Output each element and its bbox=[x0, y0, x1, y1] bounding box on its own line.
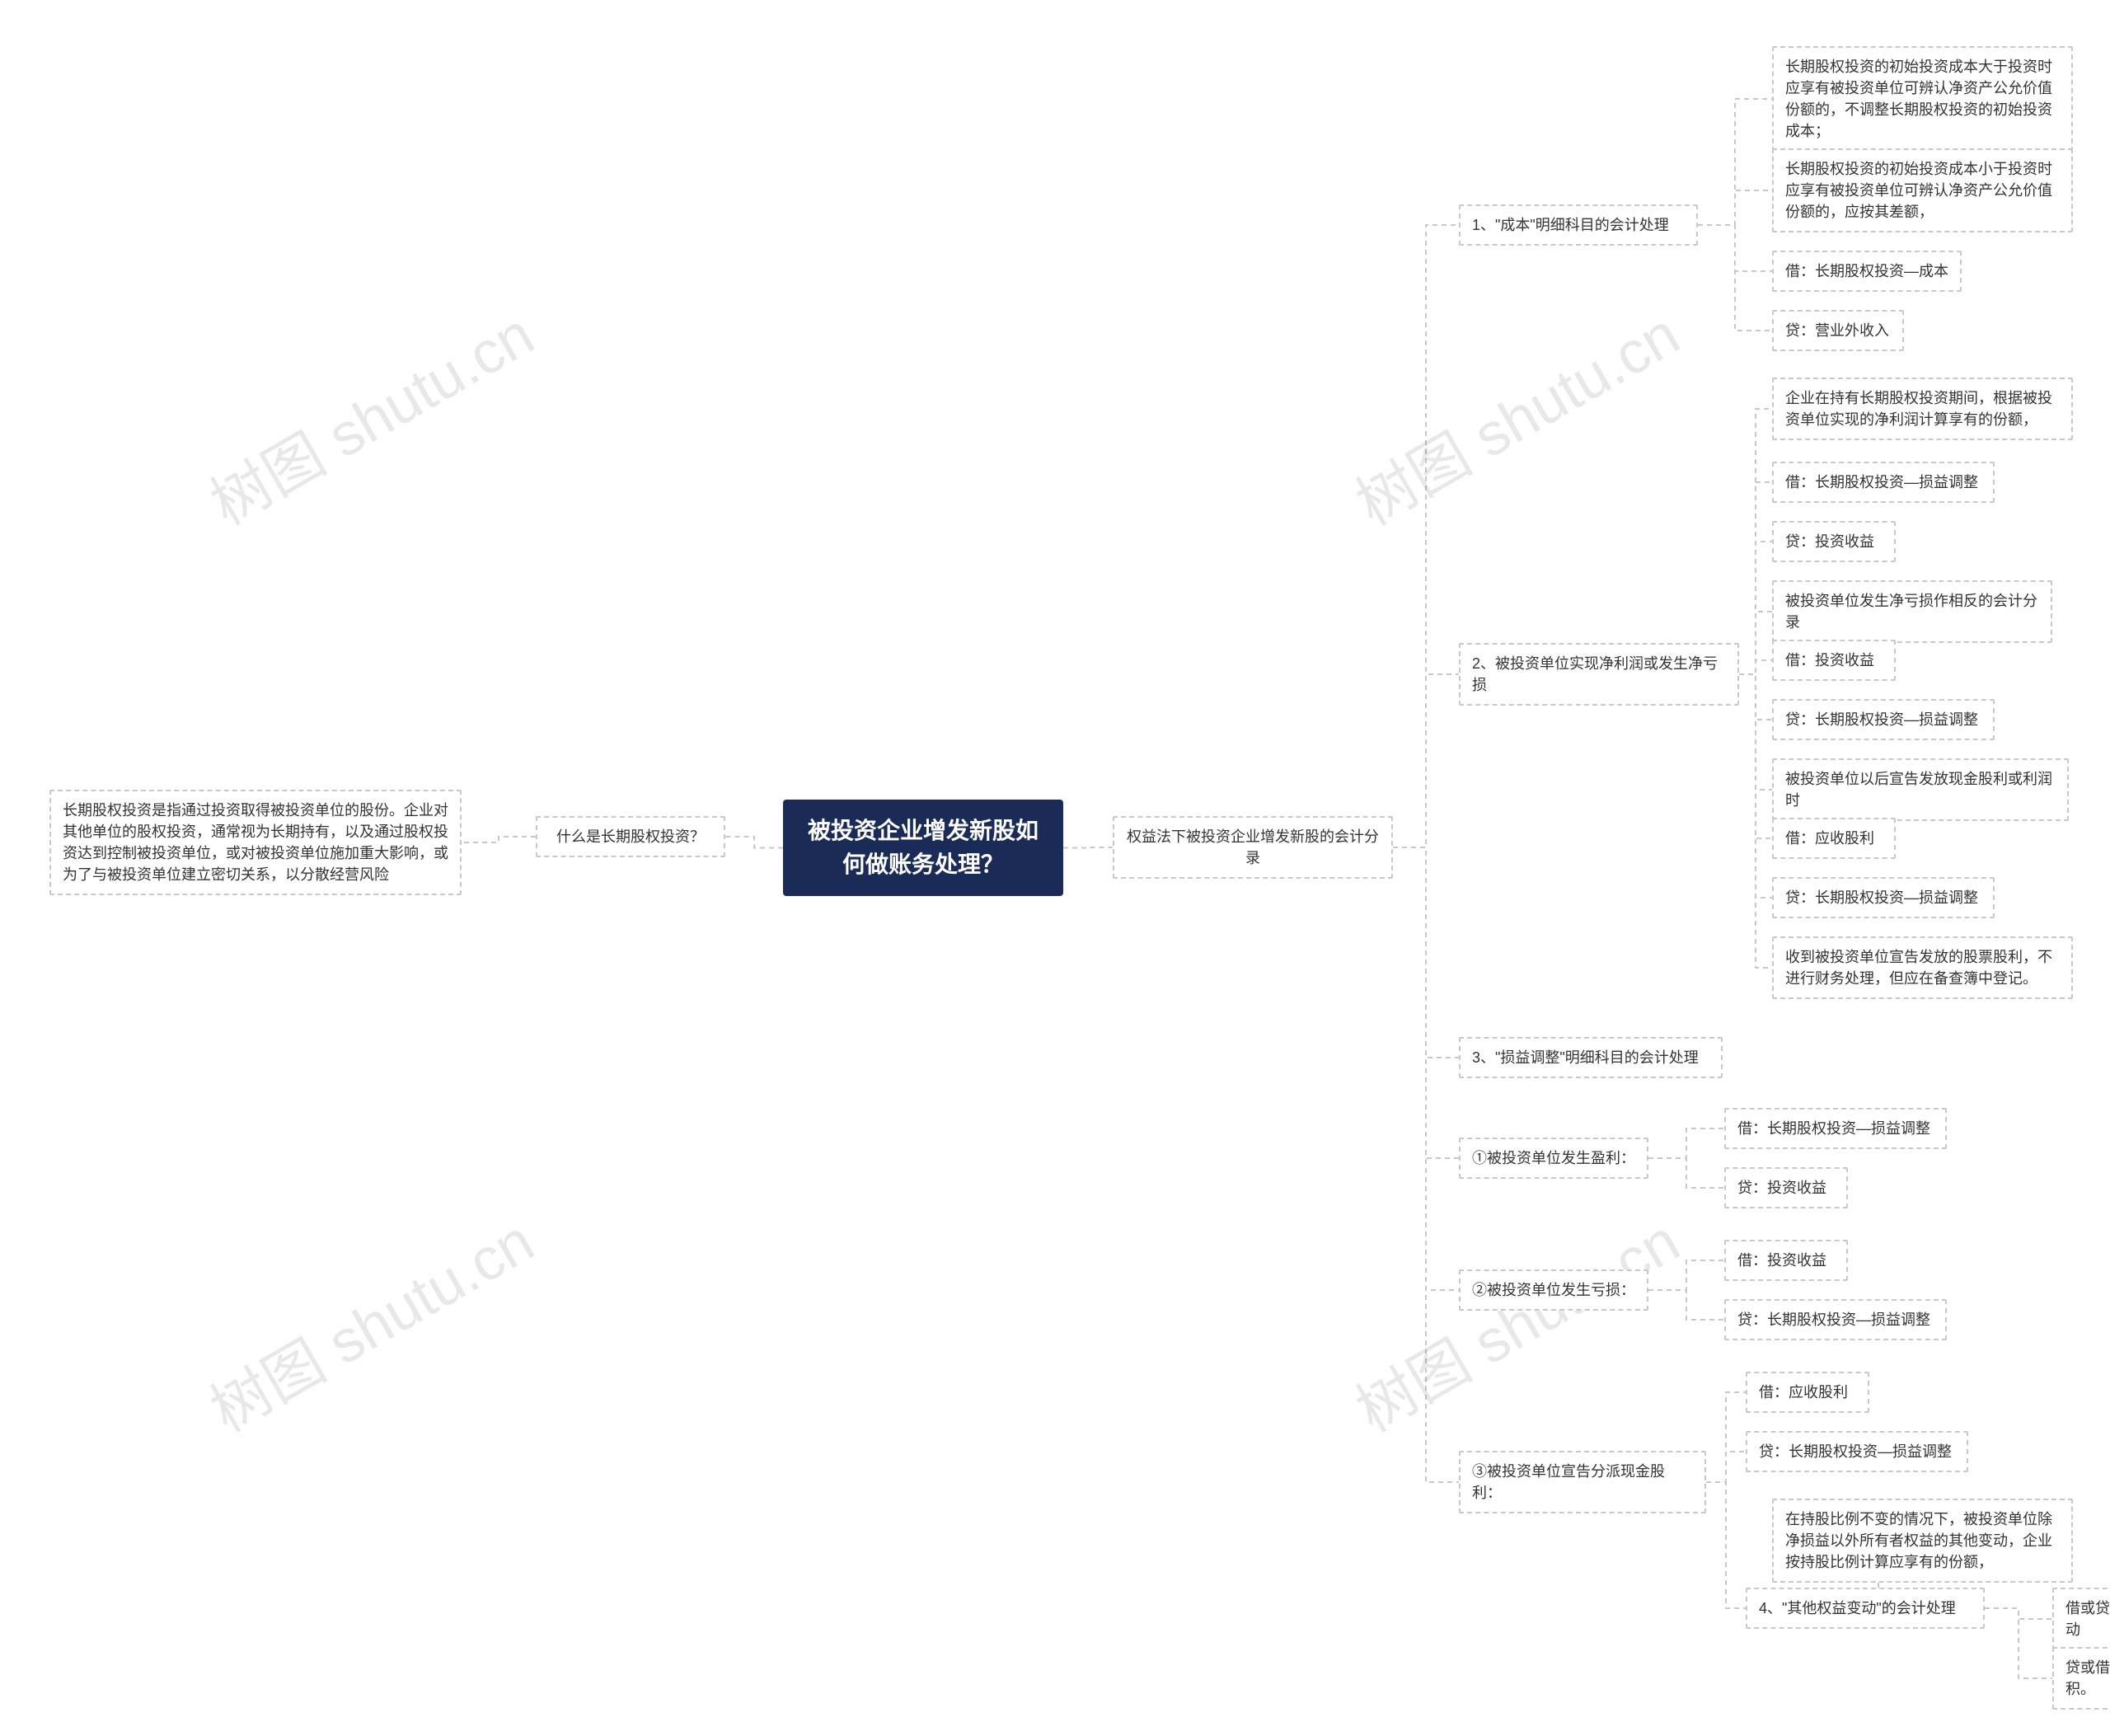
node-r1g1[interactable]: 在持股比例不变的情况下，被投资单位除净损益以外所有者权益的其他变动，企业按持股比… bbox=[1772, 1499, 2073, 1583]
node-r1a[interactable]: 1、"成本"明细科目的会计处理 bbox=[1459, 204, 1698, 246]
node-l1[interactable]: 什么是长期股权投资？ bbox=[536, 816, 725, 857]
watermark: 树图 shutu.cn bbox=[1338, 1194, 1692, 1448]
node-r1a2[interactable]: 长期股权投资的初始投资成本小于投资时应享有被投资单位可辨认净资产公允价值份额的，… bbox=[1772, 148, 2073, 232]
node-r1b7[interactable]: 被投资单位以后宣告发放现金股利或利润时 bbox=[1772, 758, 2069, 821]
node-r1b2[interactable]: 借：长期股权投资—损益调整 bbox=[1772, 462, 1995, 503]
watermark: 树图 shutu.cn bbox=[1338, 287, 1692, 542]
node-r1f[interactable]: ③被投资单位宣告分派现金股利： bbox=[1459, 1451, 1706, 1513]
node-r1e1[interactable]: 借：投资收益 bbox=[1724, 1240, 1848, 1281]
node-r1c[interactable]: 3、"损益调整"明细科目的会计处理 bbox=[1459, 1037, 1723, 1078]
node-r1g2[interactable]: 借或贷：长期股权投资—其他权益变动 bbox=[2052, 1588, 2110, 1650]
node-r1f1[interactable]: 借：应收股利 bbox=[1746, 1372, 1869, 1413]
node-r1b[interactable]: 2、被投资单位实现净利润或发生净亏损 bbox=[1459, 643, 1739, 706]
node-r1b6[interactable]: 贷：长期股权投资—损益调整 bbox=[1772, 699, 1995, 740]
node-r1b8[interactable]: 借：应收股利 bbox=[1772, 818, 1896, 859]
node-r1b10[interactable]: 收到被投资单位宣告发放的股票股利，不进行财务处理，但应在备查簿中登记。 bbox=[1772, 936, 2073, 999]
node-l2[interactable]: 长期股权投资是指通过投资取得被投资单位的股份。企业对其他单位的股权投资，通常视为… bbox=[49, 790, 462, 895]
node-r1d2[interactable]: 贷：投资收益 bbox=[1724, 1167, 1848, 1208]
node-r1d1[interactable]: 借：长期股权投资—损益调整 bbox=[1724, 1108, 1947, 1149]
node-r1f2[interactable]: 贷：长期股权投资—损益调整 bbox=[1746, 1431, 1968, 1472]
node-r1d[interactable]: ①被投资单位发生盈利： bbox=[1459, 1138, 1648, 1179]
node-r1e[interactable]: ②被投资单位发生亏损： bbox=[1459, 1269, 1648, 1311]
node-r1b3[interactable]: 贷：投资收益 bbox=[1772, 521, 1896, 562]
node-root[interactable]: 被投资企业增发新股如何做账务处理？ bbox=[783, 800, 1063, 896]
watermark: 树图 shutu.cn bbox=[192, 1194, 546, 1448]
node-r1[interactable]: 权益法下被投资企业增发新股的会计分录 bbox=[1113, 816, 1393, 879]
node-r1b4[interactable]: 被投资单位发生净亏损作相反的会计分录 bbox=[1772, 580, 2052, 643]
node-r1b1[interactable]: 企业在持有长期股权投资期间，根据被投资单位实现的净利润计算享有的份额， bbox=[1772, 378, 2073, 440]
node-r1g3[interactable]: 贷或借：资本公积—其他资本公积。 bbox=[2052, 1647, 2110, 1710]
node-r1e2[interactable]: 贷：长期股权投资—损益调整 bbox=[1724, 1299, 1947, 1340]
node-r1a4[interactable]: 贷：营业外收入 bbox=[1772, 310, 1904, 351]
node-r1b5[interactable]: 借：投资收益 bbox=[1772, 640, 1896, 681]
node-r1b9[interactable]: 贷：长期股权投资—损益调整 bbox=[1772, 877, 1995, 918]
watermark: 树图 shutu.cn bbox=[192, 287, 546, 542]
mindmap-canvas: 树图 shutu.cn 树图 shutu.cn 树图 shutu.cn 树图 shut… bbox=[0, 0, 2110, 1736]
node-r1g[interactable]: 4、"其他权益变动"的会计处理 bbox=[1746, 1588, 1985, 1629]
node-r1a3[interactable]: 借：长期股权投资—成本 bbox=[1772, 251, 1962, 292]
node-r1a1[interactable]: 长期股权投资的初始投资成本大于投资时应享有被投资单位可辨认净资产公允价值份额的，… bbox=[1772, 46, 2073, 152]
